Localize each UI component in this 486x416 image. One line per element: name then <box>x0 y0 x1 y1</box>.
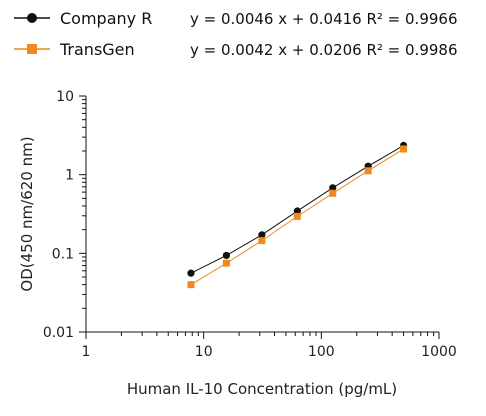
y-tick-label: 0.1 <box>52 246 74 262</box>
legend-equation-company-r: y = 0.0046 x + 0.0416 R² = 0.9966 <box>190 10 458 28</box>
x-axis-title: Human IL-10 Concentration (pg/mL) <box>127 380 397 398</box>
plot-area <box>187 141 408 289</box>
x-tick-label: 100 <box>308 344 335 360</box>
legend-marker-transgen <box>27 44 37 54</box>
x-tick-label: 10 <box>195 344 213 360</box>
legend-equation-transgen: y = 0.0042 x + 0.0206 R² = 0.9986 <box>190 41 458 59</box>
y-axis-ticks <box>79 95 86 333</box>
legend-label-company-r: Company R <box>60 9 152 28</box>
legend: Company R y = 0.0046 x + 0.0416 R² = 0.9… <box>14 9 458 59</box>
legend-item-transgen: TransGen y = 0.0042 x + 0.0206 R² = 0.99… <box>14 40 458 59</box>
legend-item-company-r: Company R y = 0.0046 x + 0.0416 R² = 0.9… <box>14 9 458 28</box>
y-axis-title: OD(450 nm/620 nm) <box>18 136 36 291</box>
legend-label-transgen: TransGen <box>59 40 135 59</box>
data-point-transgen <box>258 237 266 245</box>
data-point-company-r <box>187 269 195 277</box>
legend-marker-company-r <box>27 13 37 23</box>
data-point-transgen <box>222 259 230 267</box>
y-tick-label: 1 <box>65 168 74 184</box>
y-tick-label: 0.01 <box>43 325 74 341</box>
data-point-company-r <box>258 231 266 239</box>
data-point-transgen <box>187 281 195 289</box>
data-point-company-r <box>222 251 230 260</box>
y-tick-label: 10 <box>56 89 74 105</box>
x-tick-label: 1 <box>82 344 91 360</box>
x-axis-ticks <box>85 332 440 339</box>
data-point-transgen <box>293 212 301 220</box>
data-point-transgen <box>364 167 372 175</box>
data-point-transgen <box>400 145 408 153</box>
x-tick-label: 1000 <box>421 344 457 360</box>
data-point-transgen <box>329 189 337 197</box>
data-point-company-r <box>329 184 337 192</box>
data-point-company-r <box>293 207 301 215</box>
